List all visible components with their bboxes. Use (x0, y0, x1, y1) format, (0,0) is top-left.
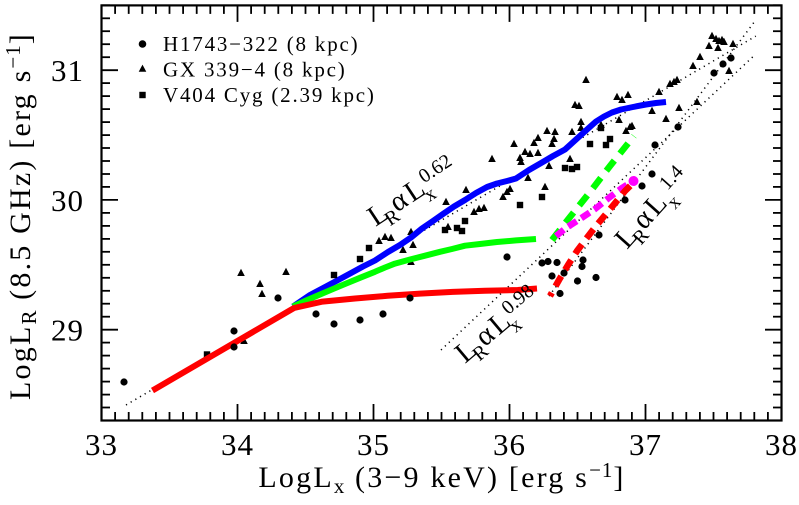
svg-text:34: 34 (221, 427, 254, 462)
svg-text:H1743−322 (8 kpc): H1743−322 (8 kpc) (163, 32, 359, 56)
svg-text:35: 35 (357, 427, 390, 462)
svg-text:38: 38 (765, 427, 798, 462)
svg-text:LogLx (3−9 keV) [erg s−1]: LogLx (3−9 keV) [erg s−1] (258, 458, 625, 498)
svg-text:30: 30 (51, 183, 84, 218)
svg-text:36: 36 (493, 427, 526, 462)
svg-text:29: 29 (51, 313, 84, 348)
svg-text:GX 339−4 (8 kpc): GX 339−4 (8 kpc) (163, 58, 347, 82)
svg-text:37: 37 (629, 427, 662, 462)
svg-text:V404 Cyg (2.39 kpc): V404 Cyg (2.39 kpc) (163, 83, 376, 107)
svg-text:33: 33 (85, 427, 118, 462)
svg-text:LogLR (8.5 GHz) [erg s−1]: LogLR (8.5 GHz) [erg s−1] (1, 32, 41, 400)
svg-text:31: 31 (51, 53, 84, 88)
